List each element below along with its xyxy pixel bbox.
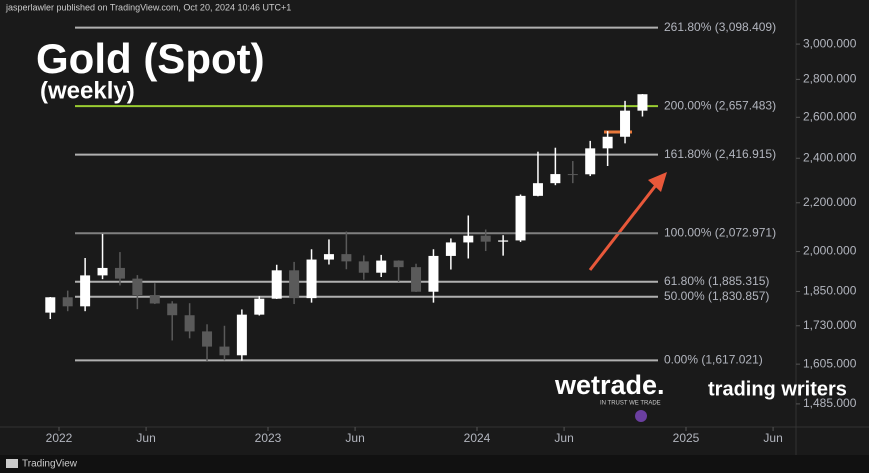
candle-body xyxy=(515,195,526,241)
candle-body xyxy=(97,267,108,276)
x-tick-label: 2025 xyxy=(673,431,700,445)
candle-body xyxy=(254,298,265,315)
candle-body xyxy=(393,260,404,268)
candle-body xyxy=(567,174,578,176)
arrow-head xyxy=(648,172,667,192)
candle-body xyxy=(184,315,195,332)
y-tick-label: 2,600.000 xyxy=(803,109,857,123)
candle-body xyxy=(585,148,596,175)
candle-body xyxy=(149,295,160,304)
y-tick-label: 2,400.000 xyxy=(803,150,857,164)
icon xyxy=(635,410,647,422)
fib-label: 0.00% (1,617.021) xyxy=(664,352,763,366)
x-tick-label: Jun xyxy=(345,431,364,445)
candle-body xyxy=(358,261,369,273)
candle-body xyxy=(445,242,456,256)
candle-body xyxy=(602,136,613,149)
chart-subtitle: (weekly) xyxy=(40,77,135,104)
footer-bar xyxy=(0,455,869,473)
x-tick-label: 2022 xyxy=(46,431,73,445)
candle-body xyxy=(323,254,334,260)
footer-logo xyxy=(6,459,18,468)
arrow xyxy=(588,179,662,271)
fib-label: 200.00% (2,657.483) xyxy=(664,98,776,112)
logo-wetrade: wetrade. xyxy=(554,370,665,400)
candle-body xyxy=(620,110,631,137)
fib-label: 61.80% (1,885.315) xyxy=(664,274,769,288)
candle-body xyxy=(637,94,648,111)
y-tick-label: 2,800.000 xyxy=(803,72,857,86)
candle-body xyxy=(532,183,543,196)
x-tick-label: Jun xyxy=(136,431,155,445)
y-tick-label: 2,000.000 xyxy=(803,244,857,258)
candle-body xyxy=(271,270,282,299)
footer-text: TradingView xyxy=(22,459,78,470)
fib-label: 100.00% (2,072.971) xyxy=(664,225,776,239)
chart-title: Gold (Spot) xyxy=(36,35,265,82)
candle-body xyxy=(236,314,247,356)
y-tick-label: 1,850.000 xyxy=(803,284,857,298)
x-tick-label: Jun xyxy=(554,431,573,445)
y-tick-label: 1,485.000 xyxy=(803,396,857,410)
logo-trading-writers: trading writers xyxy=(708,378,847,400)
candle-body xyxy=(411,267,422,292)
header: jasperlawler published on TradingView.co… xyxy=(5,2,291,12)
candle-body xyxy=(219,346,230,356)
candle-body xyxy=(463,235,474,243)
y-tick-label: 1,605.000 xyxy=(803,356,857,370)
candle-body xyxy=(202,331,213,347)
candle-body xyxy=(306,259,317,299)
candle-body xyxy=(80,275,91,307)
x-tick-label: 2024 xyxy=(464,431,491,445)
y-tick-label: 2,200.000 xyxy=(803,195,857,209)
fib-label: 261.80% (3,098.409) xyxy=(664,20,776,34)
y-tick-label: 3,000.000 xyxy=(803,36,857,50)
x-tick-label: Jun xyxy=(763,431,782,445)
candle-body xyxy=(62,297,73,307)
candle-body xyxy=(550,174,561,184)
candle-body xyxy=(167,303,178,316)
y-tick-label: 1,730.000 xyxy=(803,318,857,332)
candle-body xyxy=(132,278,143,296)
candle-body xyxy=(45,297,56,313)
logo-tagline: IN TRUST WE TRADE xyxy=(600,401,661,407)
fib-label: 50.00% (1,830.857) xyxy=(664,289,769,303)
candle-body xyxy=(376,260,387,273)
x-tick-label: 2023 xyxy=(255,431,282,445)
candle-body xyxy=(114,267,125,279)
candle-body xyxy=(341,254,352,262)
fib-label: 161.80% (2,416.915) xyxy=(664,147,776,161)
candle-body xyxy=(428,255,439,292)
candle-body xyxy=(289,270,300,299)
candle-body xyxy=(498,240,509,242)
candle-body xyxy=(480,235,491,242)
